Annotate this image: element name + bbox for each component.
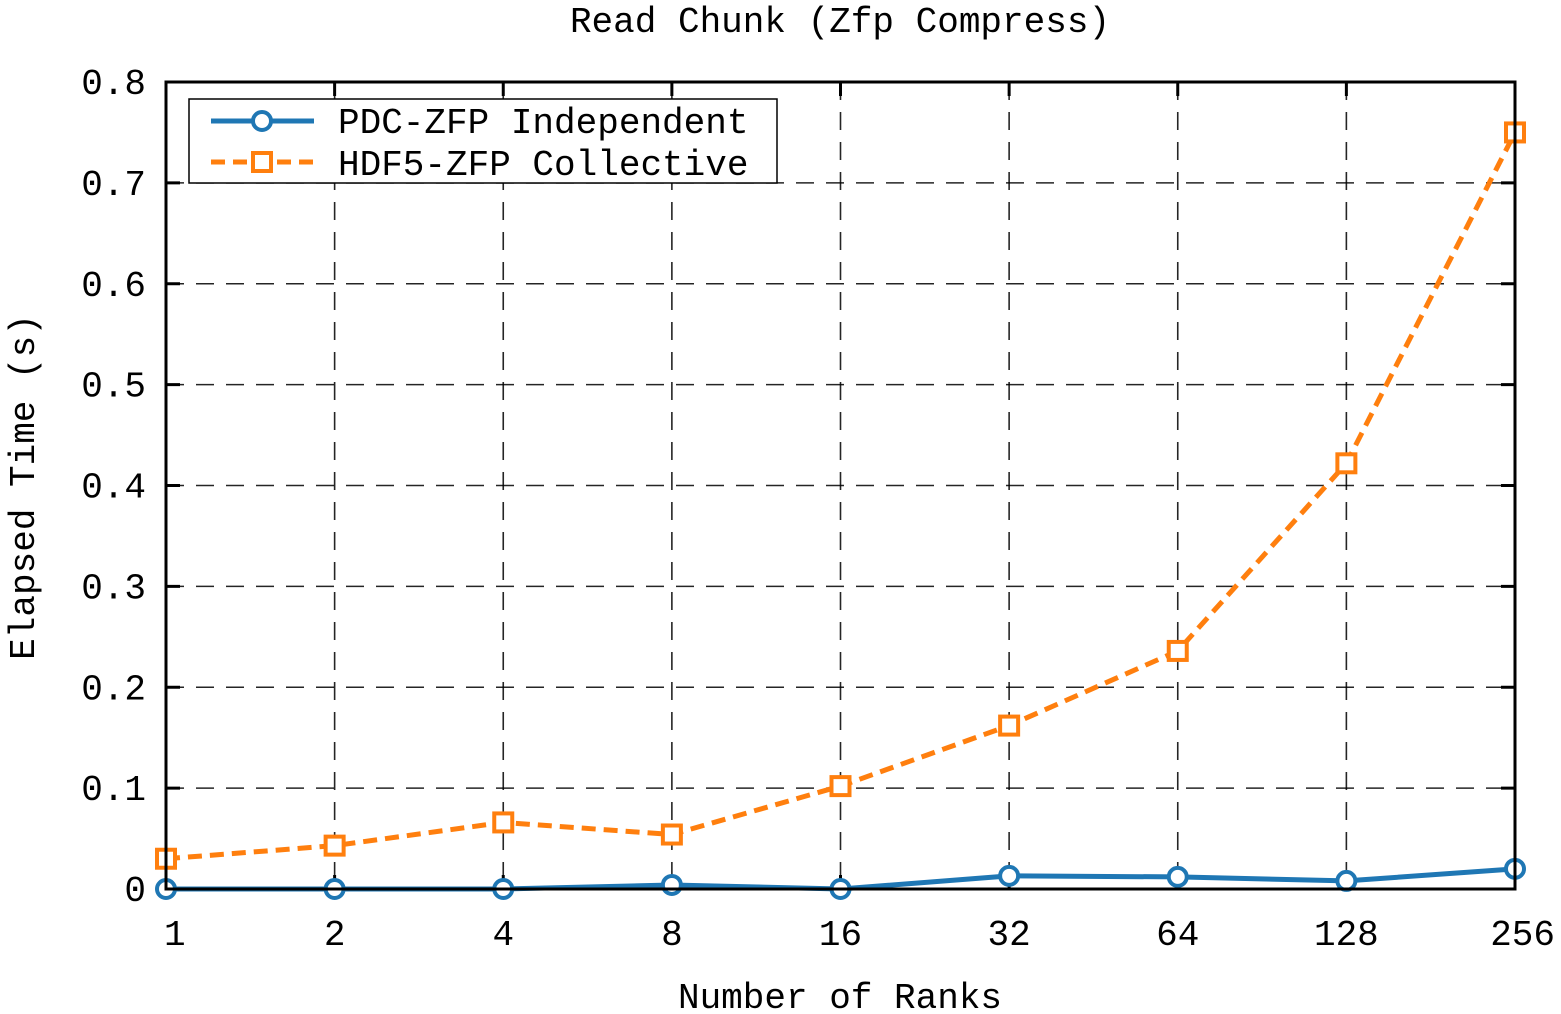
x-tick-label: 1 <box>164 915 186 956</box>
legend: PDC-ZFP Independent HDF5-ZFP Collective <box>188 98 778 186</box>
x-tick-label: 8 <box>661 915 683 956</box>
x-tick-label: 64 <box>1156 915 1199 956</box>
x-tick-label: 4 <box>492 915 514 956</box>
grid <box>166 82 1515 889</box>
data-point <box>492 811 515 834</box>
y-tick-label: 0.6 <box>81 266 146 307</box>
legend-entry-hdf5: HDF5-ZFP Collective <box>211 145 748 186</box>
data-point <box>998 864 1021 887</box>
data-point <box>1166 865 1189 888</box>
x-tick-label: 16 <box>819 915 862 956</box>
y-tick-label: 0.7 <box>81 165 146 206</box>
data-point <box>998 714 1021 737</box>
x-tick-label: 128 <box>1314 915 1379 956</box>
x-tick-label: 32 <box>988 915 1031 956</box>
x-axis-ticks: 1 2 4 8 16 32 64 128 256 <box>164 82 1555 956</box>
data-point <box>660 823 683 846</box>
plot-frame <box>164 80 1517 891</box>
x-axis-label: Number of Ranks <box>678 978 1002 1014</box>
y-tick-label: 0.1 <box>81 770 146 811</box>
data-point <box>323 834 346 857</box>
data-point <box>1335 452 1358 475</box>
y-tick-label: 0.5 <box>81 367 146 408</box>
y-axis-ticks: 0 0.1 0.2 0.3 0.4 0.5 0.6 0.7 0.8 <box>81 64 1515 912</box>
legend-entry-pdc: PDC-ZFP Independent <box>211 103 748 144</box>
y-tick-label: 0 <box>124 871 146 912</box>
y-tick-label: 0.8 <box>81 64 146 105</box>
y-tick-label: 0.3 <box>81 568 146 609</box>
y-axis-label: Elapsed Time (s) <box>4 314 45 660</box>
legend-box <box>188 98 778 184</box>
data-point <box>660 873 683 896</box>
data-point <box>1166 639 1189 662</box>
chart-title: Read Chunk (Zfp Compress) <box>570 2 1110 43</box>
legend-marker-hdf5 <box>251 151 273 173</box>
data-point <box>829 775 852 798</box>
legend-marker-pdc <box>251 110 273 132</box>
data-point <box>1335 869 1358 892</box>
x-tick-label: 2 <box>324 915 346 956</box>
x-tick-label: 256 <box>1490 915 1555 956</box>
y-tick-label: 0.2 <box>81 669 146 710</box>
y-tick-label: 0.4 <box>81 468 146 509</box>
legend-label-pdc: PDC-ZFP Independent <box>338 103 748 144</box>
legend-label-hdf5: HDF5-ZFP Collective <box>338 145 748 186</box>
